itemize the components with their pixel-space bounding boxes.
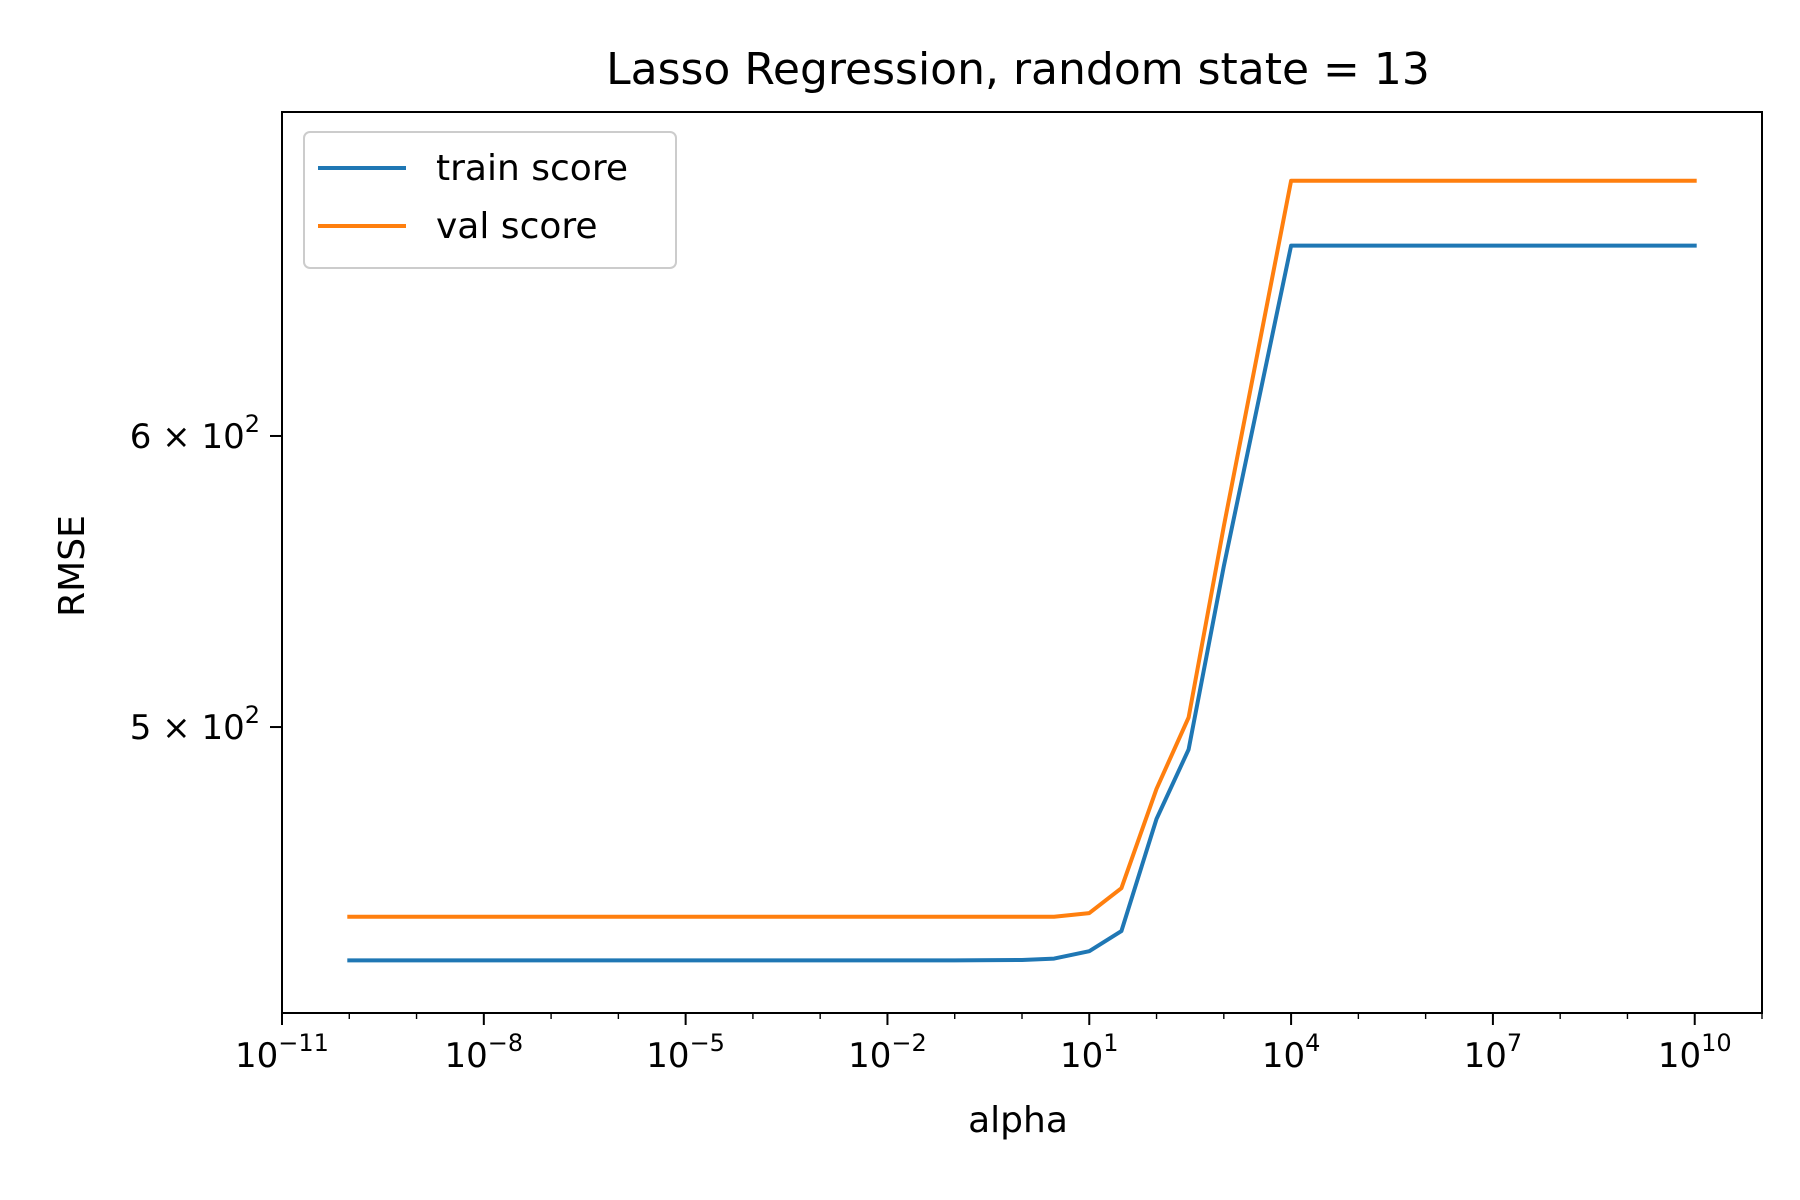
x-tick-label: 10−11 — [235, 1029, 329, 1076]
series-line-1 — [347, 243, 1697, 963]
legend-label: train score — [436, 148, 628, 189]
y-tick-label: 5 × 102 — [130, 701, 260, 748]
x-tick-label: 101 — [1060, 1029, 1119, 1076]
y-axis-label: RMSE — [52, 515, 93, 617]
y-tick-label: 6 × 102 — [130, 410, 260, 457]
x-axis-label: alpha — [968, 1100, 1068, 1141]
x-tick-label: 1010 — [1658, 1029, 1732, 1076]
series-line-2 — [347, 178, 1697, 919]
plot-area: 10−11 10−8 10−5 10−2 101 104 107 1010 5 × 102 6 ×… — [130, 111, 1763, 1076]
x-tick-label: 10−2 — [848, 1029, 927, 1076]
x-tick-label: 10−5 — [646, 1029, 725, 1076]
chart-title: Lasso Regression, random state = 13 — [606, 44, 1430, 95]
x-tick-label: 104 — [1262, 1029, 1321, 1076]
legend-label: val score — [436, 206, 598, 247]
x-tick-label: 10−8 — [444, 1029, 523, 1076]
legend: train score val score — [303, 131, 677, 269]
x-tick-label: 107 — [1464, 1029, 1523, 1076]
